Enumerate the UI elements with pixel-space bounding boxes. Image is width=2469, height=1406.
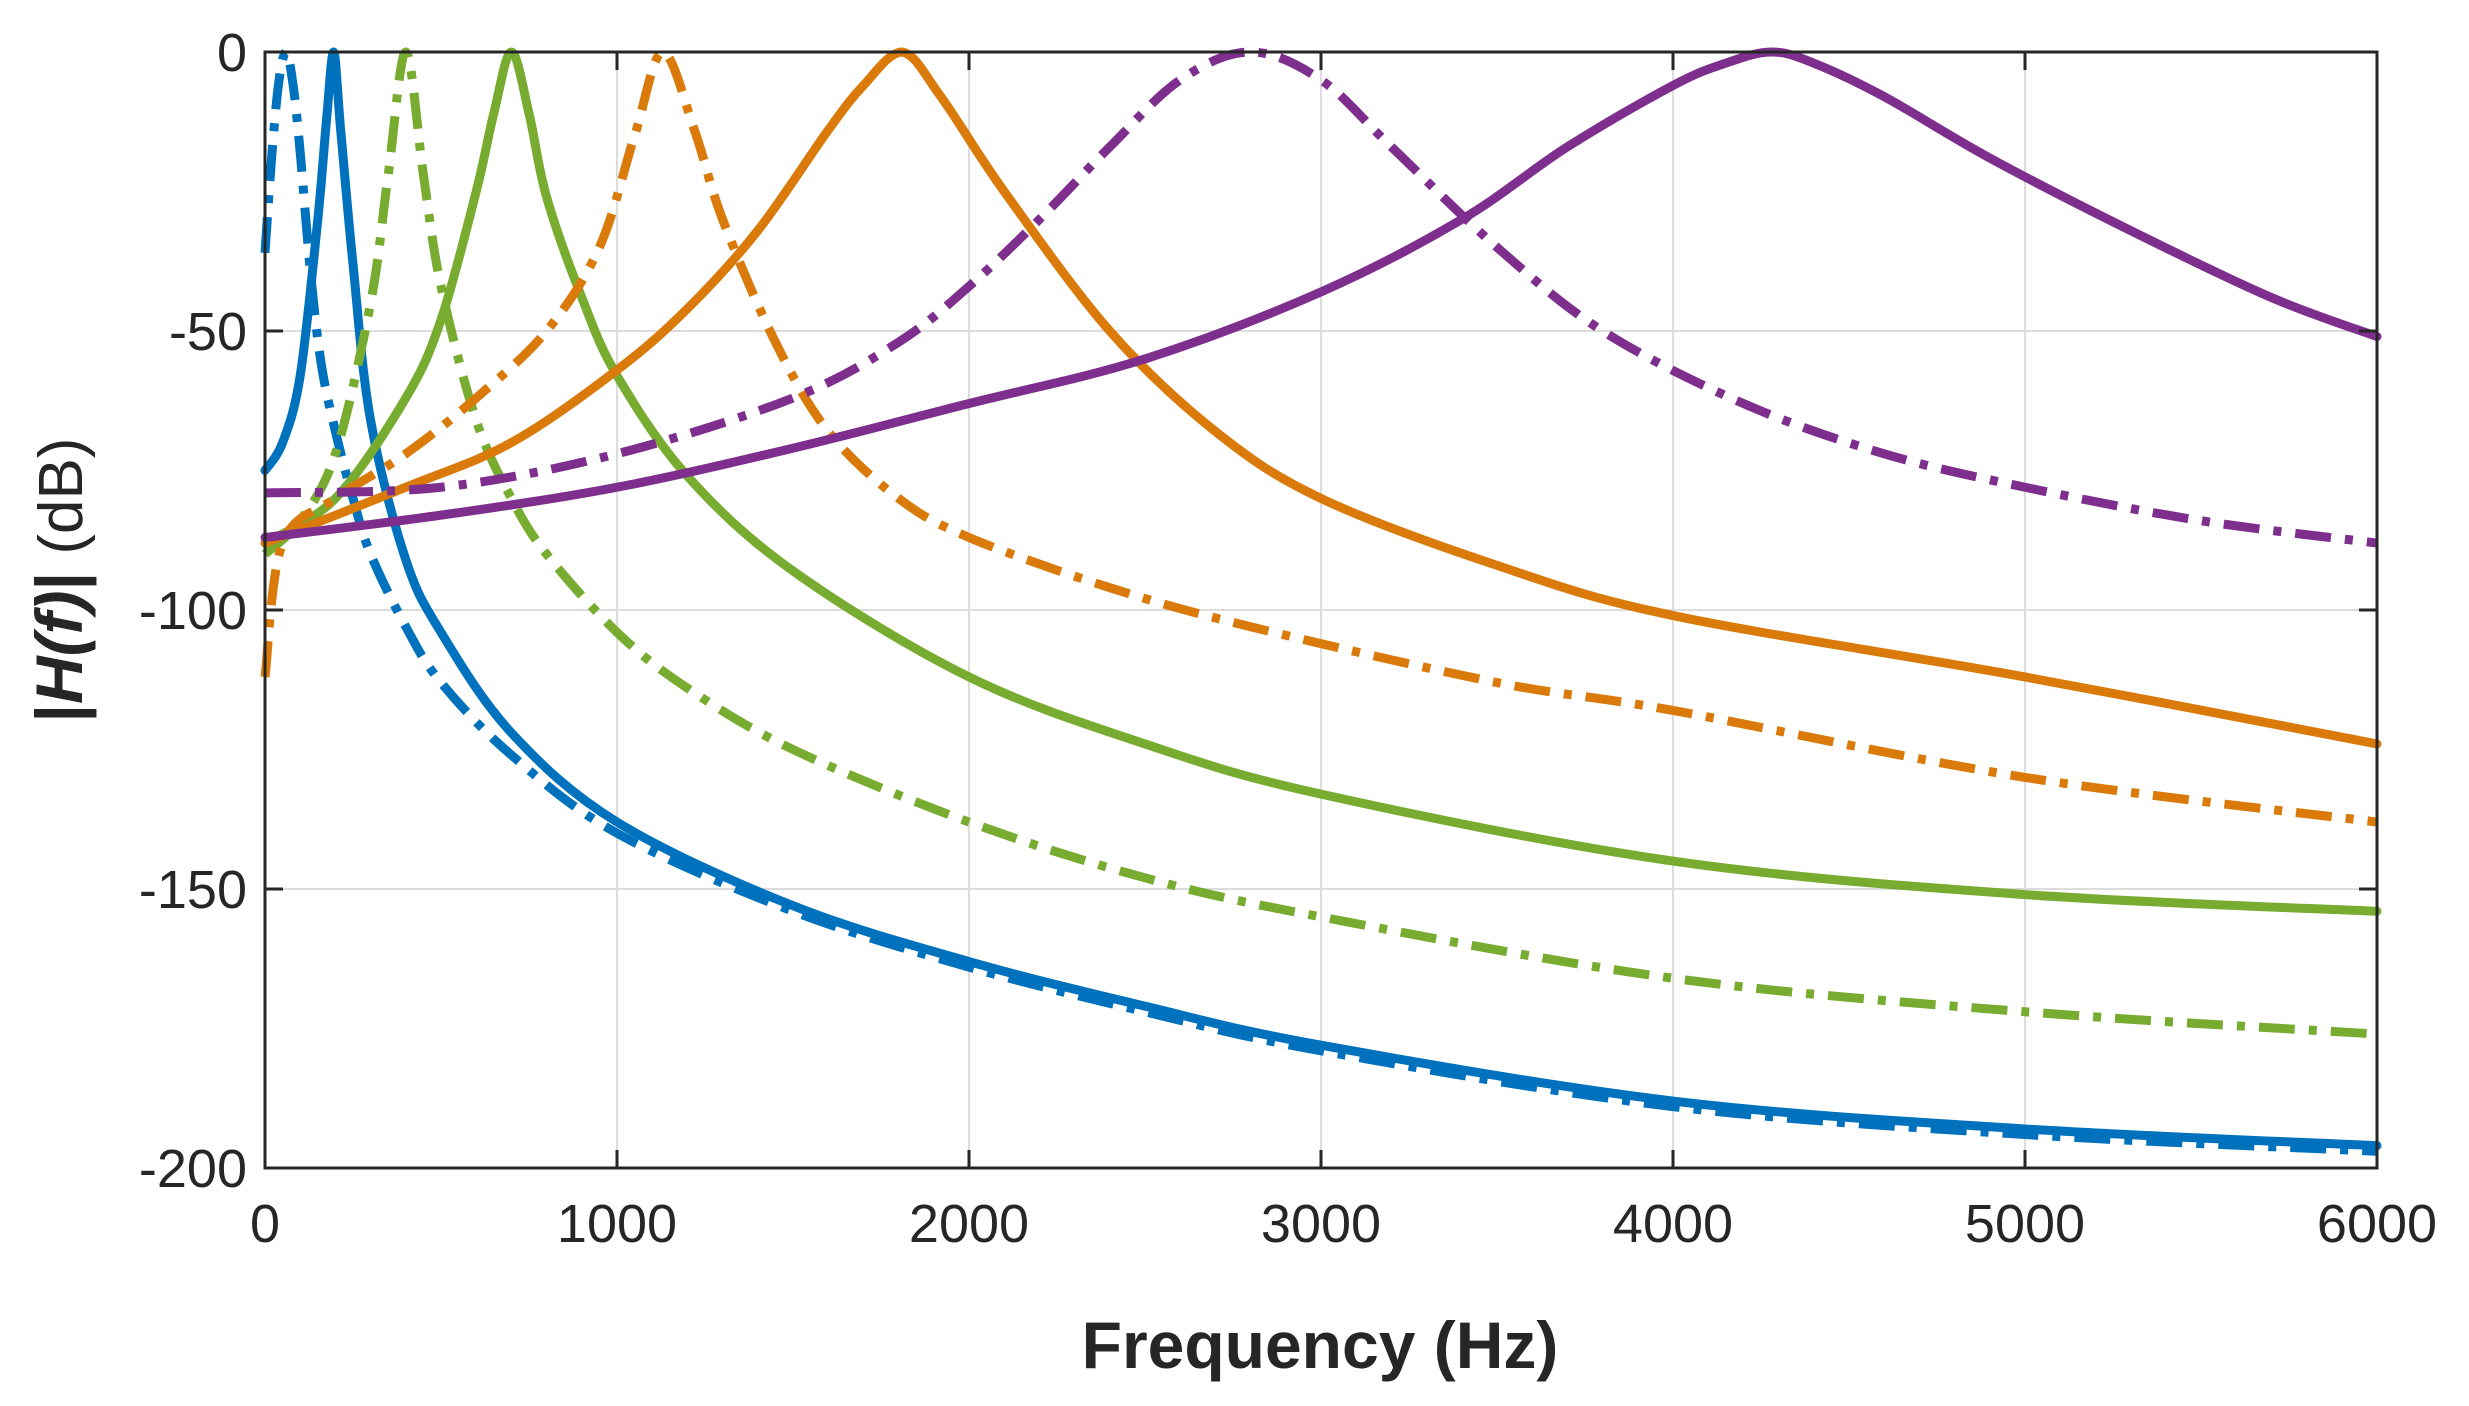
- series-line-blue-dashed: [260, 47, 2378, 1156]
- y-tick-label: -50: [169, 302, 247, 362]
- series-layer: [260, 47, 2382, 1156]
- series-line-orange-solid: [260, 47, 2382, 749]
- tick-layer: 0 1000 2000 3000 4000 5000 6000 0 -50 -100 -150 -20…: [139, 23, 2437, 1254]
- x-tick-label: 3000: [1261, 1194, 1381, 1254]
- y-axis-title: |H(f)| (dB): [22, 438, 98, 723]
- series-line-purple-solid: [260, 47, 2382, 542]
- grid-layer: [264, 51, 2378, 1169]
- y-tick-label: 0: [217, 23, 247, 83]
- x-tick-label: 5000: [1965, 1194, 2085, 1254]
- y-tick-label: -150: [139, 860, 247, 920]
- y-tick-label: -100: [139, 581, 247, 641]
- x-tick-label: 1000: [557, 1194, 677, 1254]
- x-tick-label: 4000: [1613, 1194, 1733, 1254]
- y-axis-title-unit: (dB): [27, 438, 96, 572]
- series-line-green-dashed: [261, 47, 2378, 1039]
- x-tick-label: 0: [250, 1194, 280, 1254]
- series-line-orange-dashed: [260, 47, 2378, 827]
- y-axis-title-bar-open: |: [22, 704, 98, 722]
- x-tick-label: 2000: [909, 1194, 1029, 1254]
- series-line-blue-solid: [260, 47, 2382, 1151]
- x-axis-title: Frequency (Hz): [1082, 1308, 1559, 1382]
- x-tick-label: 6000: [2317, 1194, 2437, 1254]
- y-axis-title-bar-close: |: [22, 572, 98, 590]
- y-tick-label: -200: [139, 1139, 247, 1199]
- series-line-green-solid: [260, 47, 2382, 916]
- y-axis-title-function: H(f): [22, 590, 96, 704]
